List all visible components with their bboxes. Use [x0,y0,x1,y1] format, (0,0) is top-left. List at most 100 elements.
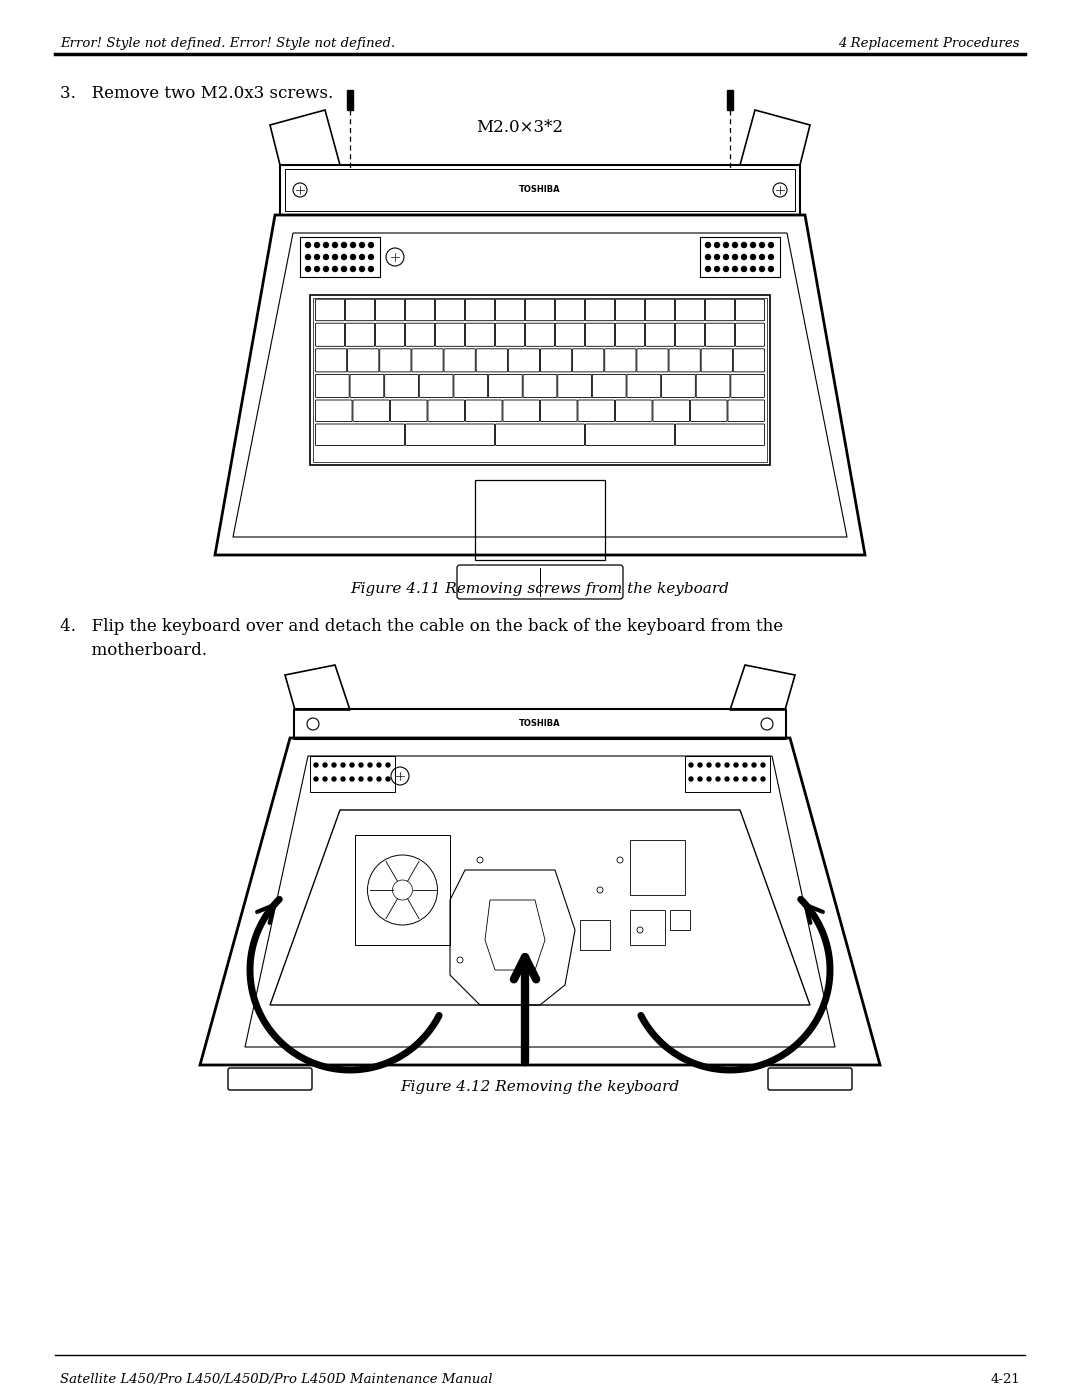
Text: TOSHIBA: TOSHIBA [519,719,561,728]
Text: Satellite L450/Pro L450/L450D/Pro L450D Maintenance Manual: Satellite L450/Pro L450/L450D/Pro L450D … [60,1373,492,1386]
Circle shape [743,763,747,767]
Circle shape [734,763,738,767]
Circle shape [705,254,711,260]
Circle shape [341,777,345,781]
Circle shape [759,243,765,247]
Circle shape [306,267,311,271]
Circle shape [368,243,374,247]
Circle shape [732,243,738,247]
Bar [285,169,795,211]
Circle shape [761,777,765,781]
Circle shape [341,254,347,260]
Circle shape [716,763,720,767]
Circle shape [724,267,729,271]
Bar [630,909,665,944]
Circle shape [732,267,738,271]
Circle shape [734,777,738,781]
Text: motherboard.: motherboard. [60,643,207,659]
Circle shape [314,777,318,781]
Circle shape [377,763,381,767]
Bar [347,89,353,110]
Circle shape [769,254,773,260]
Circle shape [306,243,311,247]
Bar [700,237,780,277]
Circle shape [724,254,729,260]
Circle shape [751,254,756,260]
Circle shape [324,243,328,247]
Circle shape [759,254,765,260]
Bar [727,89,733,110]
Text: TOSHIBA: TOSHIBA [519,186,561,194]
Circle shape [742,254,746,260]
Bar [630,840,685,895]
Circle shape [332,763,336,767]
Circle shape [314,254,320,260]
Circle shape [705,243,711,247]
Circle shape [333,243,337,247]
Circle shape [725,777,729,781]
Circle shape [323,763,327,767]
Circle shape [769,243,773,247]
Circle shape [698,763,702,767]
Circle shape [377,777,381,781]
Circle shape [725,763,729,767]
Circle shape [314,243,320,247]
Circle shape [752,777,756,781]
Circle shape [333,254,337,260]
Circle shape [350,777,354,781]
Circle shape [715,267,719,271]
Circle shape [732,254,738,260]
Circle shape [359,763,363,767]
Circle shape [689,777,693,781]
Circle shape [351,267,355,271]
Circle shape [359,777,363,781]
Circle shape [724,243,729,247]
Circle shape [341,243,347,247]
Bar [313,298,767,462]
Text: 4-21: 4-21 [990,1373,1020,1386]
Bar [670,909,690,930]
Circle shape [323,777,327,781]
Circle shape [769,267,773,271]
Circle shape [715,254,719,260]
Circle shape [351,254,355,260]
Circle shape [705,267,711,271]
Circle shape [386,763,390,767]
Circle shape [306,254,311,260]
Circle shape [761,763,765,767]
Circle shape [707,777,711,781]
Circle shape [715,243,719,247]
Circle shape [341,763,345,767]
Circle shape [743,777,747,781]
Bar [355,835,450,944]
Circle shape [752,763,756,767]
Circle shape [360,267,365,271]
Circle shape [698,777,702,781]
Circle shape [333,267,337,271]
Circle shape [332,777,336,781]
Circle shape [368,267,374,271]
Circle shape [751,243,756,247]
Bar [300,237,380,277]
Circle shape [351,243,355,247]
Circle shape [368,777,372,781]
Bar [685,756,770,792]
Text: Figure 4.11 Removing screws from the keyboard: Figure 4.11 Removing screws from the key… [351,583,729,597]
Text: 4.   Flip the keyboard over and detach the cable on the back of the keyboard fro: 4. Flip the keyboard over and detach the… [60,617,783,636]
Bar [310,295,770,465]
Circle shape [314,763,318,767]
Circle shape [742,243,746,247]
Circle shape [324,254,328,260]
Circle shape [350,763,354,767]
Circle shape [386,777,390,781]
Circle shape [368,254,374,260]
Circle shape [341,267,347,271]
Circle shape [360,243,365,247]
Circle shape [689,763,693,767]
Text: 4 Replacement Procedures: 4 Replacement Procedures [838,36,1020,50]
Circle shape [360,254,365,260]
Circle shape [716,777,720,781]
Text: Figure 4.12 Removing the keyboard: Figure 4.12 Removing the keyboard [401,1080,679,1094]
Bar [580,921,610,950]
Text: 3.   Remove two M2.0x3 screws.: 3. Remove two M2.0x3 screws. [60,85,334,102]
